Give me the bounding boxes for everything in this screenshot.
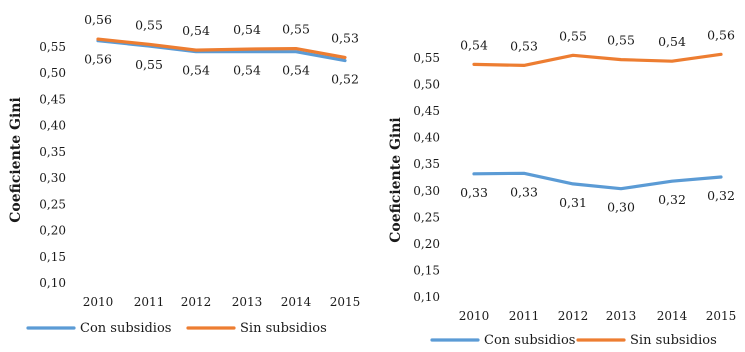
chart1-data-label: 0,54 xyxy=(233,22,261,37)
chart2-ytick: 0,40 xyxy=(413,131,440,145)
chart2-data-label: 0,31 xyxy=(559,195,587,210)
chart2-ytick: 0,50 xyxy=(413,78,440,92)
chart2-ytick: 0,20 xyxy=(413,237,440,251)
chart2-xtick: 2012 xyxy=(558,309,589,323)
chart2-xtick: 2015 xyxy=(706,309,737,323)
chart2-ytick: 0,35 xyxy=(413,157,440,171)
chart1-ytick: 0,15 xyxy=(39,250,66,264)
chart1-series-sin-subsidios-line xyxy=(96,37,347,60)
chart1-data-label: 0,55 xyxy=(135,17,163,32)
chart2-series-sin-subsidios-line xyxy=(472,52,723,68)
chart1-ytick: 0,25 xyxy=(39,197,66,211)
chart2-data-label: 0,55 xyxy=(607,33,635,48)
chart1-ytick: 0,10 xyxy=(39,276,66,290)
chart2-ytick: 0,15 xyxy=(413,263,440,277)
chart2-data-label: 0,33 xyxy=(460,185,488,200)
chart1-ytick: 0,50 xyxy=(39,66,66,80)
chart2-xtick: 2010 xyxy=(459,309,490,323)
chart2-xtick: 2014 xyxy=(657,309,688,323)
chart2-ytick: 0,30 xyxy=(413,184,440,198)
chart2-data-label: 0,33 xyxy=(510,184,538,199)
chart2-data-label: 0,30 xyxy=(607,200,635,215)
chart1-ytick: 0,35 xyxy=(39,145,66,159)
chart1-xtick: 2010 xyxy=(83,295,114,309)
chart1-legend-label: Sin subsidios xyxy=(240,321,327,336)
chart2-legend-label: Sin subsidios xyxy=(630,333,717,348)
chart2-series-con-subsidios-line xyxy=(472,171,723,191)
chart1-data-label: 0,53 xyxy=(331,30,359,45)
chart2-data-label: 0,54 xyxy=(658,34,686,49)
chart1-data-label: 0,55 xyxy=(282,22,310,37)
chart2-xtick: 2011 xyxy=(509,309,540,323)
chart2-ylabel: Coeficiente Gini xyxy=(388,117,404,243)
chart1-data-label: 0,54 xyxy=(233,63,261,78)
chart2-ytick: 0,55 xyxy=(413,51,440,65)
chart1-ylabel: Coeficiente Gini xyxy=(8,97,24,223)
chart1-data-label: 0,56 xyxy=(84,12,112,27)
chart1-xtick: 2013 xyxy=(232,295,263,309)
chart2-data-label: 0,32 xyxy=(658,192,686,207)
chart2-data-label: 0,54 xyxy=(460,37,488,52)
chart1-ytick: 0,20 xyxy=(39,224,66,238)
chart1-ytick: 0,40 xyxy=(39,119,66,133)
chart1-xtick: 2012 xyxy=(181,295,212,309)
chart2-ytick: 0,25 xyxy=(413,210,440,224)
chart1-ytick: 0,45 xyxy=(39,92,66,106)
chart1-data-label: 0,55 xyxy=(135,57,163,72)
chart1-xtick: 2014 xyxy=(281,295,312,309)
chart1-data-label: 0,56 xyxy=(84,52,112,67)
chart2-data-label: 0,53 xyxy=(510,38,538,53)
chart1-ytick: 0,55 xyxy=(39,40,66,54)
chart1-legend-label: Con subsidios xyxy=(80,321,171,336)
chart2-data-label: 0,55 xyxy=(559,28,587,43)
chart1-data-label: 0,54 xyxy=(182,63,210,78)
chart2-data-label: 0,56 xyxy=(707,27,735,42)
chart1-ytick: 0,30 xyxy=(39,171,66,185)
chart2-legend-label: Con subsidios xyxy=(484,333,575,348)
chart1-xtick: 2011 xyxy=(134,295,165,309)
chart1-xtick: 2015 xyxy=(330,295,361,309)
chart2-data-label: 0,32 xyxy=(707,188,735,203)
chart1-data-label: 0,54 xyxy=(282,63,310,78)
chart1-data-label: 0,54 xyxy=(182,23,210,38)
chart2-xtick: 2013 xyxy=(606,309,637,323)
chart2-ytick: 0,10 xyxy=(413,290,440,304)
chart2-ytick: 0,45 xyxy=(413,104,440,118)
chart1-data-label: 0,52 xyxy=(331,72,359,87)
